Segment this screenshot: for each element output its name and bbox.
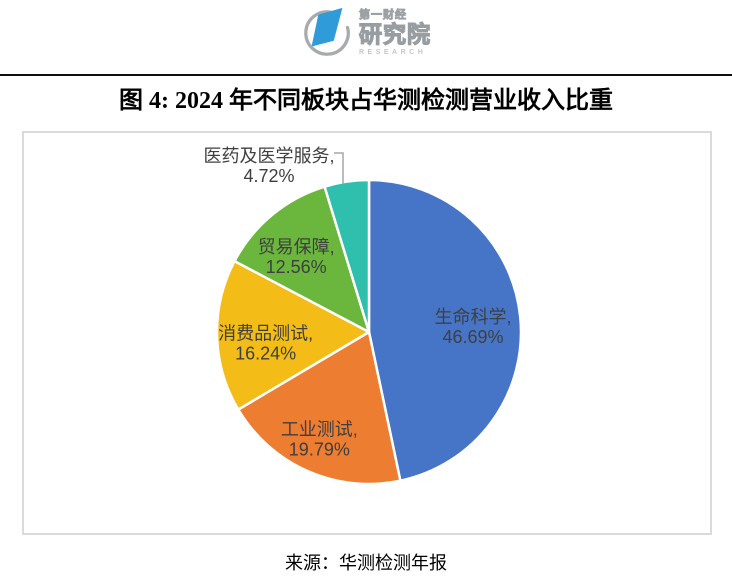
pie-slice-industrial-testing (237, 330, 402, 486)
logo-circle (304, 10, 350, 56)
figure-title: 图 4: 2024 年不同板块占华测检测营业收入比重 (119, 88, 613, 114)
yicai-logo-mark (304, 7, 350, 56)
yicai-research-logo: 第一财经 研究院 RESEARCH (301, 6, 431, 60)
pie-chart-svg: 生命科学, 46.69% 工业测试, 19.79% 消费品测试, 16.24% 贸易保障, 1… (203, 146, 523, 486)
source-note: 来源：华测检测年报 (285, 553, 447, 573)
chart-area: 生命科学, 46.69% 工业测试, 19.79% 消费品测试, 16.24% 贸易保障, 1… (22, 131, 712, 535)
header-divider (0, 74, 732, 76)
leader-line-medical-and-medlab-services (334, 152, 344, 184)
logo-parallelogram (311, 7, 343, 47)
pie-slice-consumer-products-testing (215, 259, 371, 411)
pie-slice-life-science (367, 178, 523, 482)
pie-label-life-science: 生命科学, 46.69% (435, 307, 512, 347)
logo-text-en: RESEARCH (359, 49, 427, 56)
pie-slice-medical-and-medlab-services (323, 178, 371, 334)
logo-text: 第一财经 研究院 RESEARCH (358, 9, 431, 56)
pie-label-trade-assurance: 贸易保障, 12.56% (258, 237, 335, 277)
pie-label-medical-and-medlab-services: 医药及医学服务, 4.72% (203, 146, 334, 186)
pie-label-consumer-products-testing: 消费品测试, 16.24% (218, 324, 313, 364)
logo-text-cn-small: 第一财经 (359, 9, 407, 21)
pie-label-industrial-testing: 工业测试, 19.79% (281, 420, 358, 460)
logo-text-cn-large: 研究院 (358, 21, 431, 47)
